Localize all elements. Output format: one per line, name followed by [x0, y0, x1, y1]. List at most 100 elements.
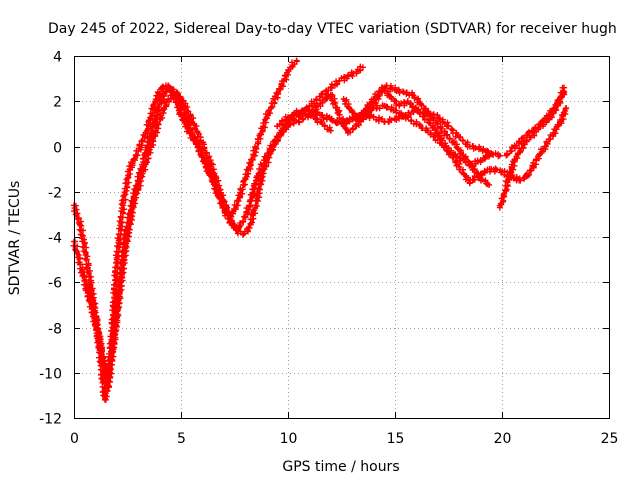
interpolated-points [444, 131, 458, 146]
interpolated-points [361, 110, 375, 122]
x-tick-label: 0 [70, 431, 79, 447]
interpolated-points [91, 315, 105, 357]
interpolated-points [511, 140, 527, 163]
chart-title: Day 245 of 2022, Sidereal Day-to-day VTE… [48, 21, 617, 37]
interpolated-points [341, 115, 353, 127]
interpolated-points [479, 145, 493, 158]
interpolated-points [138, 144, 154, 175]
data-point [563, 105, 570, 112]
interpolated-points [76, 222, 91, 262]
x-tick-label: 20 [494, 431, 512, 447]
x-tick-labels: 0 5 10 15 20 25 [70, 431, 618, 447]
interpolated-points [456, 166, 474, 184]
interpolated-points [410, 92, 423, 106]
data-point [486, 181, 493, 188]
interpolated-points [551, 117, 565, 137]
interpolated-points [181, 113, 198, 141]
y-tick-labels: -12 -10 -8 -6 -4 -2 0 2 4 [39, 50, 62, 428]
x-tick-label: 10 [280, 431, 298, 447]
interpolated-points [393, 112, 408, 123]
interpolated-points [191, 121, 207, 146]
interpolated-points [366, 95, 382, 114]
y-tick-label: 4 [53, 50, 62, 66]
interpolated-points [539, 112, 551, 128]
interpolated-points [121, 199, 139, 250]
interpolated-points [328, 78, 341, 92]
y-tick-label: -10 [39, 367, 62, 383]
interpolated-points [285, 109, 301, 122]
interpolated-points [254, 115, 270, 143]
series-satellite-track-c [85, 91, 334, 390]
interpolated-points [262, 95, 278, 119]
interpolated-points [252, 172, 266, 209]
interpolated-points [341, 96, 356, 115]
interpolated-points [318, 112, 333, 123]
interpolated-points [157, 84, 171, 107]
interpolated-points [445, 122, 461, 140]
interpolated-points [268, 133, 282, 153]
interpolated-points [126, 147, 141, 171]
data-point [496, 152, 503, 159]
interpolated-points [336, 73, 350, 84]
series-satellite-track-i [503, 89, 568, 159]
series-satellite-track-g [338, 106, 503, 160]
interpolated-points [542, 131, 557, 150]
y-tick-label: -6 [48, 276, 62, 292]
interpolated-points [533, 145, 549, 163]
interpolated-points [112, 201, 128, 261]
y-tick-label: 2 [53, 95, 62, 111]
x-axis-label: GPS time / hours [282, 459, 399, 475]
data-point [359, 64, 366, 71]
interpolated-points [233, 181, 247, 209]
interpolated-points [374, 84, 389, 99]
interpolated-points [198, 154, 214, 177]
interpolated-points [500, 176, 513, 198]
y-tick-label: -2 [48, 186, 62, 202]
interpolated-points [445, 149, 463, 169]
interpolated-points [477, 176, 491, 188]
interpolated-points [425, 116, 441, 136]
interpolated-points [246, 177, 260, 209]
interpolated-points [119, 167, 134, 204]
interpolated-points [524, 157, 540, 178]
y-tick-label: -8 [48, 322, 62, 338]
y-tick-label: 0 [53, 141, 62, 157]
interpolated-points [70, 238, 83, 266]
interpolated-points [240, 203, 253, 225]
x-tick-label: 5 [177, 431, 186, 447]
interpolated-points [396, 98, 410, 109]
interpolated-points [147, 116, 164, 148]
interpolated-points [104, 314, 121, 390]
interpolated-points [490, 165, 504, 176]
interpolated-points [217, 195, 232, 222]
interpolated-points [208, 173, 223, 200]
interpolated-points [85, 284, 100, 319]
interpolated-points [276, 118, 290, 136]
data-point [327, 127, 334, 134]
interpolated-points [240, 165, 254, 188]
interpolated-points [113, 247, 130, 319]
interpolated-points [435, 130, 452, 155]
interpolated-points [271, 78, 287, 101]
y-tick-label: -12 [39, 412, 62, 428]
interpolated-points [240, 225, 251, 238]
data-point [561, 89, 568, 96]
y-tick-label: -4 [48, 231, 62, 247]
x-tick-label: 25 [601, 431, 619, 447]
interpolated-points [157, 98, 172, 121]
interpolated-points [297, 106, 312, 117]
interpolated-points [415, 106, 428, 117]
interpolated-points [130, 172, 146, 202]
y-axis-label: SDTVAR / TECUs [7, 181, 23, 296]
interpolated-points [327, 92, 343, 117]
interpolated-points [296, 112, 312, 126]
axis-ticks [74, 56, 610, 419]
interpolated-points [135, 129, 151, 153]
series-satellite-track-f [340, 82, 493, 188]
x-tick-label: 15 [387, 431, 405, 447]
interpolated-points [259, 149, 274, 177]
data-point [293, 57, 300, 64]
interpolated-points [489, 150, 502, 160]
data-points [70, 57, 570, 403]
